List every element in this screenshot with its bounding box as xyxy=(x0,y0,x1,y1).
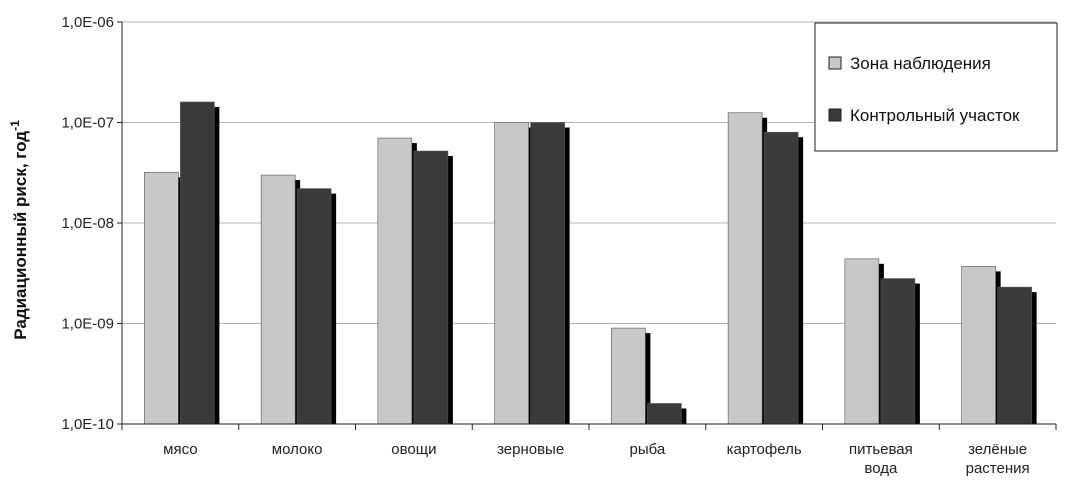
legend-swatch-zone xyxy=(828,56,842,70)
bar-zone xyxy=(844,258,880,425)
bar-control xyxy=(180,101,215,425)
x-category-label: зерновые xyxy=(497,441,564,458)
bar-zone xyxy=(144,171,179,425)
bar-control xyxy=(530,122,565,425)
bar-control xyxy=(296,188,332,425)
y-tick-label: 1,0E-10 xyxy=(61,416,114,433)
legend-label-zone: Зона наблюдения xyxy=(850,54,991,73)
y-tick-label: 1,0E-06 xyxy=(61,14,114,31)
legend-label-control: Контрольный участок xyxy=(850,106,1020,125)
x-category-label: питьевая вода xyxy=(849,441,913,477)
y-tick-label: 1,0E-08 xyxy=(61,215,114,232)
y-axis-title-superscript: -1 xyxy=(8,120,22,131)
bar-zone xyxy=(727,112,763,425)
bar-control xyxy=(647,403,682,425)
y-axis-ticks: 1,0E-06 1,0E-07 1,0E-08 1,0E-09 1,0E-10 xyxy=(61,14,122,433)
bar-control xyxy=(997,286,1032,425)
bar-zone xyxy=(611,327,646,425)
x-category-label: мясо xyxy=(163,441,197,458)
y-tick-label: 1,0E-07 xyxy=(61,115,114,132)
y-axis-title: Радиационный риск, год-1 xyxy=(8,120,30,340)
bar-zone xyxy=(377,137,413,425)
x-category-label: зелёные растения xyxy=(966,441,1030,477)
x-axis-categories: мясо молоко овощи зерновые рыба картофель пить… xyxy=(163,441,1029,477)
x-category-label: овощи xyxy=(391,441,436,458)
bar-zone xyxy=(260,174,296,425)
x-category-label: молоко xyxy=(272,441,323,458)
axes xyxy=(121,22,1057,430)
bar-control xyxy=(413,150,449,425)
bar-zone xyxy=(961,266,996,425)
bar-zone xyxy=(494,122,529,425)
y-tick-label: 1,0E-09 xyxy=(61,316,114,333)
bar-control xyxy=(763,131,799,425)
bars xyxy=(144,101,1037,425)
legend-box xyxy=(814,22,1058,152)
legend-swatch-control xyxy=(828,108,842,122)
x-category-label: картофель xyxy=(727,441,802,458)
x-category-label: рыба xyxy=(630,441,666,458)
legend: Зона наблюдения Контрольный участок xyxy=(814,22,1058,152)
bar-control xyxy=(880,278,916,425)
